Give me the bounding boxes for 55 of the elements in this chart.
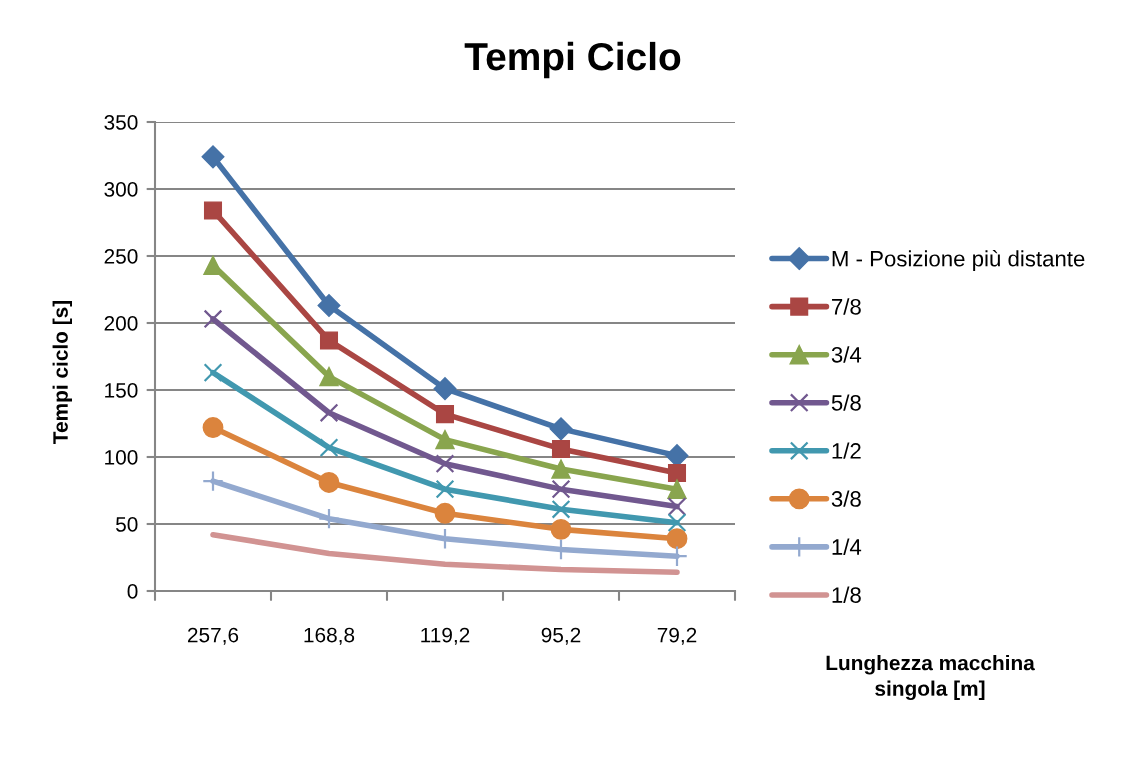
point: [202, 417, 224, 438]
point: [667, 497, 687, 517]
point: [551, 439, 571, 458]
point: [319, 331, 339, 350]
legend-label: 1/2: [832, 442, 861, 459]
point: [203, 363, 223, 383]
point: [551, 459, 571, 479]
x-tick-label: 95,2: [541, 627, 581, 645]
point: [319, 366, 339, 387]
y-tick-label: 50: [116, 517, 138, 532]
legend-label: 1/8: [832, 586, 861, 603]
point: [203, 201, 223, 220]
point: [319, 403, 339, 423]
point: [318, 507, 340, 530]
legend-label: 7/8: [832, 298, 861, 315]
point: [549, 417, 573, 441]
legend-label: 5/8: [831, 394, 861, 411]
point: [550, 518, 572, 540]
legend-label: 3/4: [831, 346, 862, 363]
y-tick-label: 300: [104, 182, 138, 197]
legend-label: 3/8: [831, 490, 861, 507]
point: [434, 502, 456, 524]
x-tick-label: 79,2: [657, 627, 697, 645]
point: [435, 429, 455, 450]
point: [319, 438, 339, 458]
y-axis-title: Tempi ciclo [s]: [52, 301, 72, 444]
point: [667, 479, 687, 499]
point: [435, 405, 455, 424]
point: [202, 470, 224, 492]
point: [551, 499, 571, 519]
point: [318, 472, 340, 493]
legend-label: M - Posizione più distante: [832, 250, 1085, 271]
y-tick-label: 250: [104, 249, 138, 264]
point: [433, 377, 457, 401]
point: [667, 464, 687, 483]
y-tick-label: 200: [104, 316, 138, 331]
legend-label: 1/4: [832, 538, 862, 555]
point: [551, 479, 571, 499]
point: [201, 145, 225, 169]
x-axis-title: Lunghezza macchina singola [m]: [826, 655, 1035, 701]
point: [203, 255, 223, 276]
y-tick-label: 100: [105, 450, 138, 465]
point: [435, 479, 455, 499]
x-tick-label: 257,6: [187, 627, 239, 645]
point: [317, 294, 341, 318]
point: [666, 528, 688, 550]
point: [667, 513, 687, 533]
point: [435, 454, 455, 474]
chart-title: Tempi Ciclo: [464, 41, 681, 79]
x-tick-label: 119,2: [421, 627, 470, 645]
y-tick-label: 350: [104, 115, 138, 130]
y-tick-label: 150: [105, 383, 138, 398]
x-tick-label: 168,8: [304, 627, 355, 645]
point: [203, 309, 223, 329]
y-tick-label: 0: [127, 584, 138, 599]
